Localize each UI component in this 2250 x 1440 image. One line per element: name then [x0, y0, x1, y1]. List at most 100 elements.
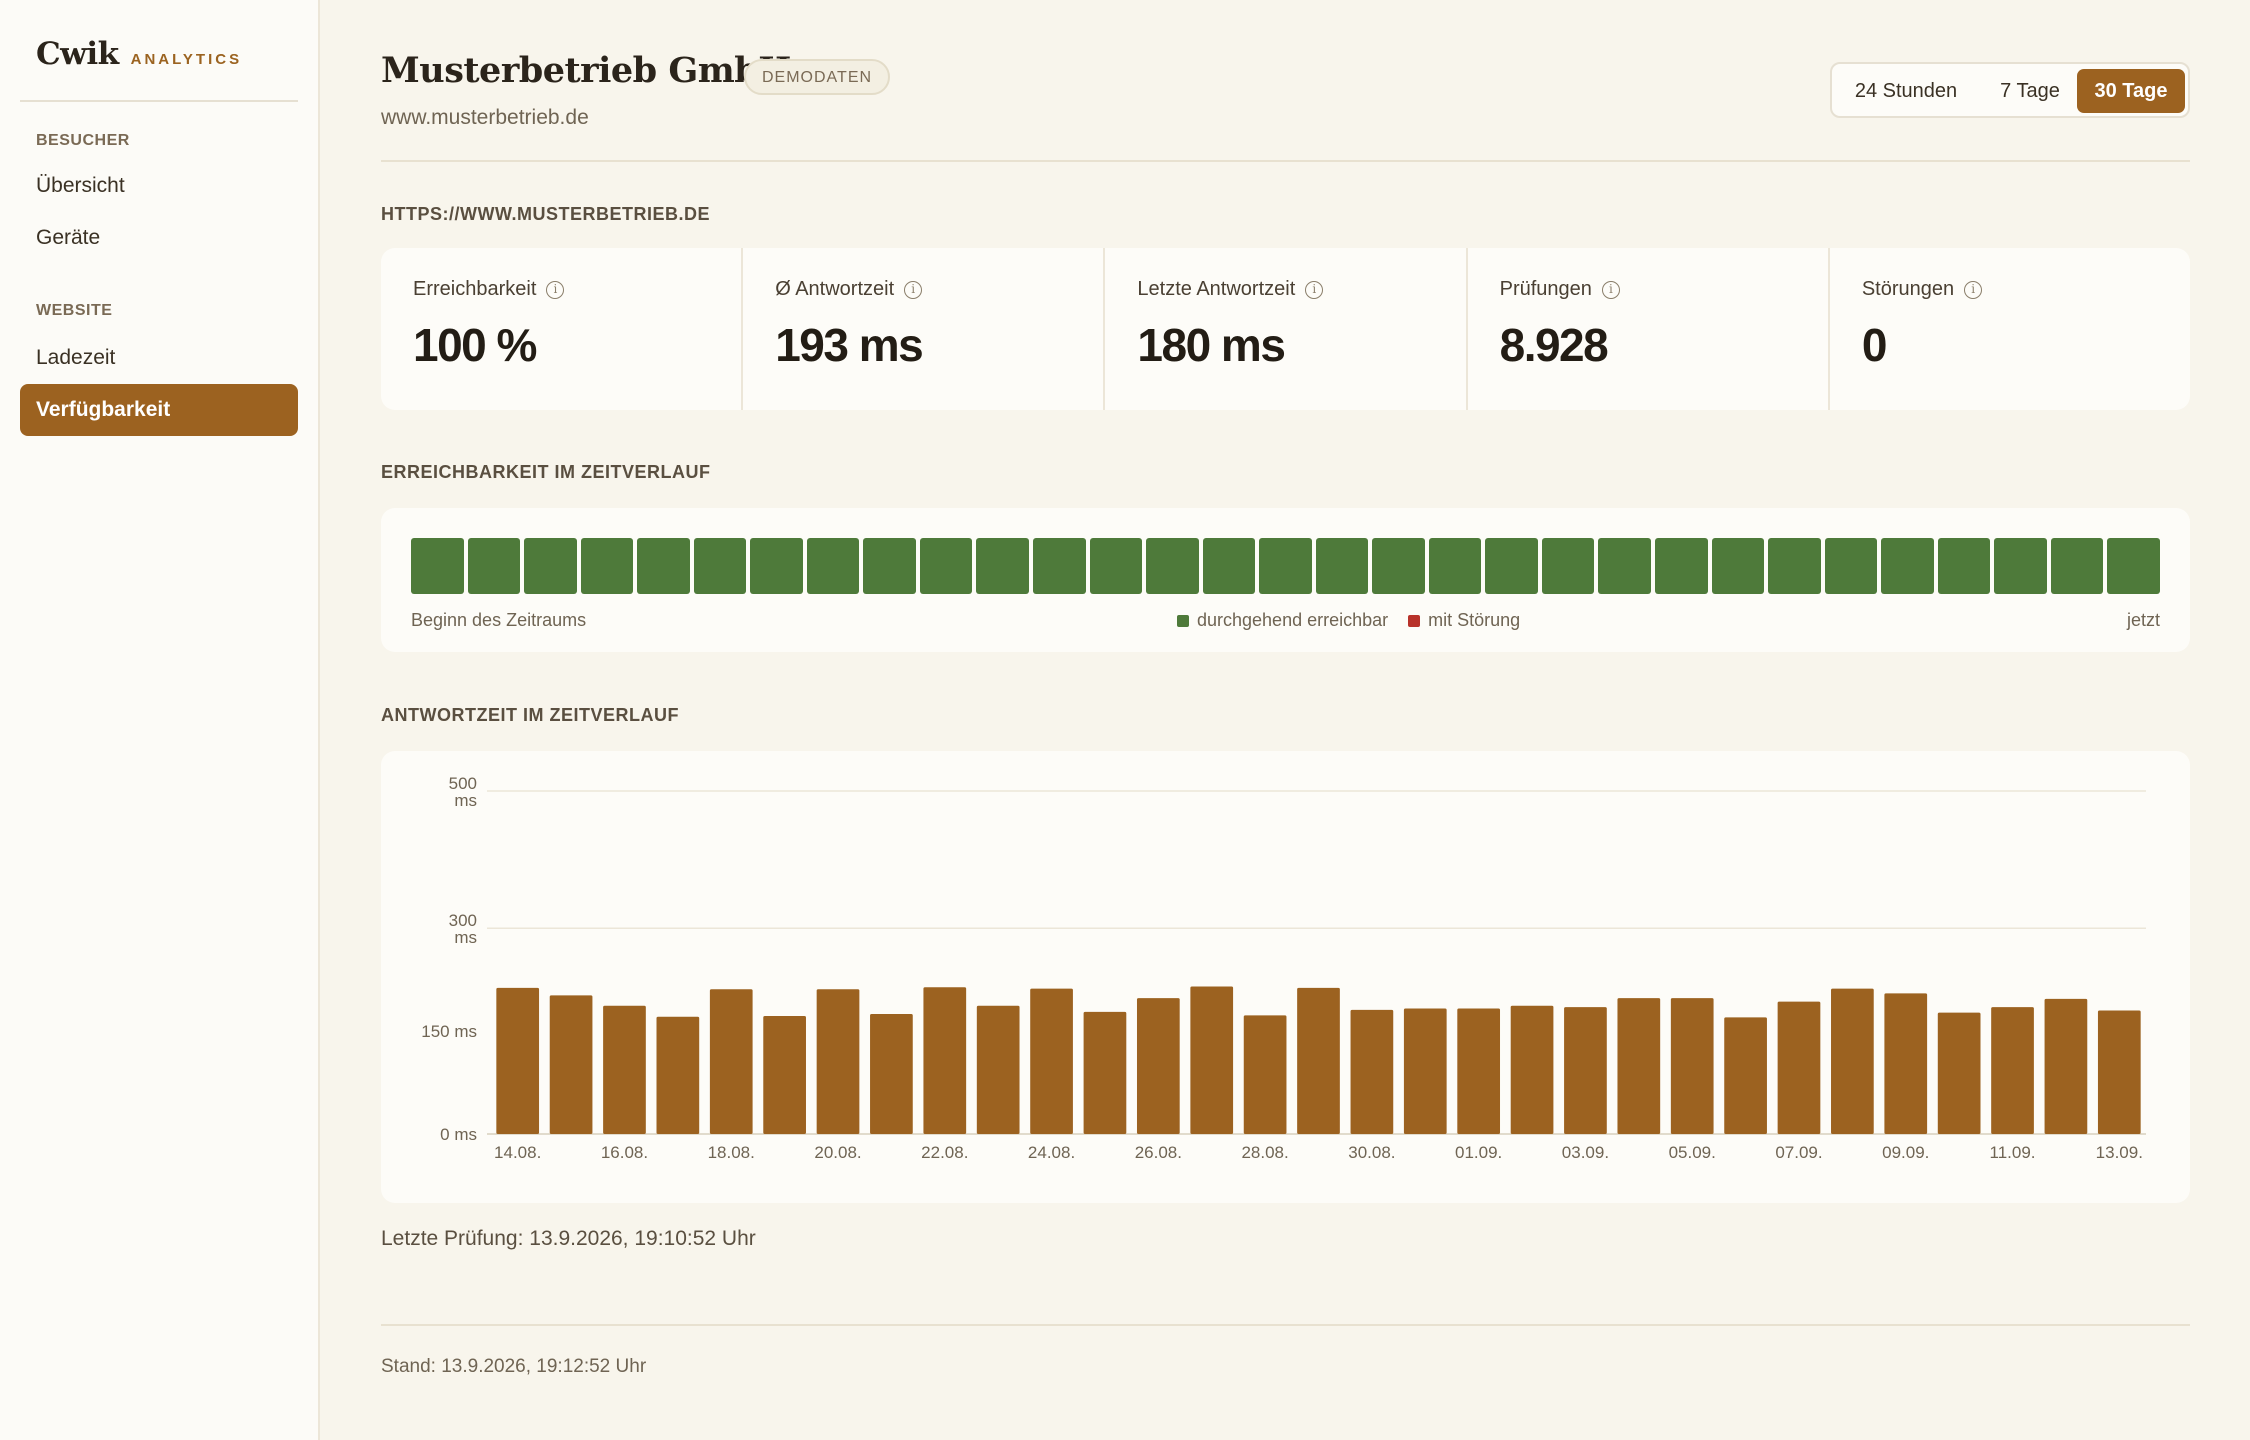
bar[interactable] — [1457, 1008, 1501, 1134]
bar[interactable] — [2044, 998, 2088, 1134]
sidebar-item-uebersicht[interactable]: Übersicht — [36, 174, 125, 197]
x-tick-label: 22.08. — [921, 1143, 968, 1162]
bar[interactable] — [1030, 988, 1073, 1134]
availability-day-cell[interactable] — [1655, 538, 1708, 594]
info-icon[interactable]: i — [1964, 280, 1983, 299]
availability-day-cell[interactable] — [2107, 538, 2160, 594]
availability-day-cell[interactable] — [1033, 538, 1086, 594]
status-timestamp: Stand: 13.9.2026, 19:12:52 Uhr — [381, 1356, 647, 1377]
availability-day-cell[interactable] — [467, 538, 521, 594]
availability-day-cell[interactable] — [863, 538, 916, 594]
availability-day-cell[interactable] — [1711, 538, 1765, 594]
timeline-end-label: jetzt — [2126, 610, 2160, 630]
availability-day-cell[interactable] — [1485, 538, 1538, 594]
bar[interactable] — [1190, 986, 1234, 1134]
bar[interactable] — [1297, 987, 1340, 1134]
sidebar-divider — [20, 100, 298, 102]
site-url: www.musterbetrieb.de — [381, 106, 589, 129]
bar[interactable] — [1510, 1005, 1554, 1134]
metric-antwortzeit: Ø Antwortzeit i 193 ms — [743, 248, 1106, 410]
availability-day-cell[interactable] — [1541, 538, 1595, 594]
legend-swatch-error — [1408, 614, 1421, 627]
metric-stoerungen: Störungen i 0 — [1830, 248, 2190, 410]
bar[interactable] — [976, 1005, 1020, 1134]
availability-timeline — [411, 538, 2160, 594]
availability-day-cell[interactable] — [1259, 538, 1312, 594]
bar[interactable] — [1884, 993, 1928, 1134]
bar[interactable] — [1617, 998, 1661, 1134]
availability-day-cell[interactable] — [1428, 538, 1482, 594]
info-icon[interactable]: i — [1601, 280, 1620, 299]
availability-day-cell[interactable] — [1146, 538, 1199, 594]
bar[interactable] — [1350, 1009, 1394, 1134]
bar[interactable] — [1777, 1001, 1821, 1134]
info-icon[interactable]: i — [546, 280, 565, 299]
availability-day-cell[interactable] — [1315, 538, 1369, 594]
bar[interactable] — [496, 987, 540, 1134]
availability-day-cell[interactable] — [411, 538, 464, 594]
availability-day-cell[interactable] — [1089, 538, 1143, 594]
bar[interactable] — [1937, 1012, 1981, 1134]
bar[interactable] — [1136, 998, 1180, 1134]
monitor-url-heading: HTTPS://WWW.MUSTERBETRIEB.DE — [381, 204, 710, 224]
bar[interactable] — [656, 1016, 700, 1134]
page-title: Musterbetrieb GmbH — [381, 50, 791, 91]
demo-badge: DEMODATEN — [744, 59, 891, 95]
x-tick-label: 09.09. — [1882, 1143, 1929, 1162]
bar[interactable] — [923, 987, 967, 1134]
availability-day-cell[interactable] — [750, 538, 803, 594]
availability-day-cell[interactable] — [806, 538, 860, 594]
bar[interactable] — [1991, 1007, 2034, 1134]
availability-day-cell[interactable] — [1824, 538, 1878, 594]
x-tick-label: 24.08. — [1028, 1143, 1075, 1162]
availability-day-cell[interactable] — [524, 538, 577, 594]
availability-day-cell[interactable] — [1598, 538, 1652, 594]
x-tick-label: 16.08. — [601, 1143, 648, 1162]
response-chart-card: 0 ms 150 ms 300 ms 500 ms 14.08. 16.08. 18.08. 20… — [381, 751, 2190, 1203]
bar[interactable] — [2097, 1010, 2141, 1134]
bar[interactable] — [1243, 1015, 1287, 1134]
availability-day-cell[interactable] — [637, 538, 690, 594]
bar[interactable] — [816, 989, 860, 1134]
availability-day-cell[interactable] — [1881, 538, 1934, 594]
y-tick-label: 0 ms — [440, 1125, 477, 1144]
bar[interactable] — [1831, 988, 1874, 1134]
availability-day-cell[interactable] — [580, 538, 634, 594]
metrics-row: Erreichbarkeit i 100 % Ø Antwortzeit i 193… — [381, 248, 2190, 410]
sidebar-item-geraete[interactable]: Geräte — [36, 226, 101, 249]
info-icon[interactable]: i — [1305, 280, 1324, 299]
bar[interactable] — [1083, 1011, 1127, 1134]
bar[interactable] — [709, 989, 753, 1134]
bar[interactable] — [549, 995, 593, 1134]
info-icon[interactable]: i — [904, 280, 923, 299]
availability-day-cell[interactable] — [693, 538, 747, 594]
availability-card: Beginn des Zeitraums durchgehend erreich… — [381, 508, 2190, 652]
metric-pruefungen: Prüfungen i 8.928 — [1468, 248, 1830, 410]
availability-day-cell[interactable] — [1768, 538, 1821, 594]
bar[interactable] — [763, 1016, 806, 1134]
brand-logo[interactable]: Cwik ANALYTICS — [36, 36, 242, 72]
availability-day-cell[interactable] — [1372, 538, 1425, 594]
bar[interactable] — [1670, 998, 1714, 1134]
sidebar-item-verfuegbarkeit[interactable]: Verfügbarkeit — [20, 384, 298, 436]
timeline-start-label: Beginn des Zeitraums — [411, 610, 587, 630]
availability-day-cell[interactable] — [2050, 538, 2104, 594]
legend-swatch-ok — [1177, 614, 1189, 627]
availability-day-cell[interactable] — [1202, 538, 1256, 594]
availability-legend: durchgehend erreichbar mit Störung — [1177, 610, 1520, 631]
bar[interactable] — [1564, 1007, 1607, 1134]
availability-day-cell[interactable] — [976, 538, 1030, 594]
availability-day-cell[interactable] — [1937, 538, 1991, 594]
bar[interactable] — [1724, 1017, 1767, 1134]
nav-section-besucher: BESUCHER — [36, 132, 130, 149]
metric-label: Störungen — [1861, 278, 1955, 300]
bar[interactable] — [1403, 1008, 1447, 1134]
availability-day-cell[interactable] — [1994, 538, 2047, 594]
range-24-stunden[interactable]: 24 Stunden — [1854, 80, 1958, 102]
bar[interactable] — [870, 1013, 913, 1134]
bar[interactable] — [603, 1005, 646, 1134]
sidebar-item-ladezeit[interactable]: Ladezeit — [36, 346, 116, 369]
range-30-tage[interactable]: 30 Tage — [2077, 69, 2185, 113]
range-7-tage[interactable]: 7 Tage — [2000, 80, 2060, 102]
availability-day-cell[interactable] — [919, 538, 973, 594]
